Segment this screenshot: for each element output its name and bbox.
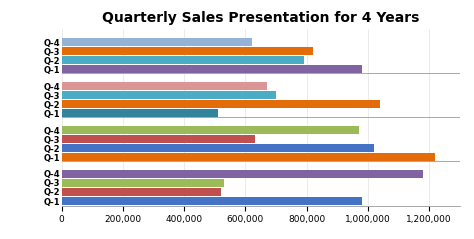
Bar (62, 82, 267, 90)
Bar (62, 91, 276, 99)
Bar (62, 100, 380, 108)
Bar (62, 197, 362, 205)
Bar (62, 38, 252, 46)
Title: Quarterly Sales Presentation for 4 Years: Quarterly Sales Presentation for 4 Years (102, 11, 419, 25)
Bar (62, 56, 303, 64)
Bar (62, 135, 255, 143)
Bar (62, 153, 435, 161)
Bar (62, 109, 218, 117)
Text: 2016: 2016 (0, 87, 2, 112)
Text: 2014: 2014 (0, 175, 2, 200)
Bar (62, 126, 359, 134)
Text: 2015: 2015 (0, 131, 2, 156)
Bar (62, 65, 362, 73)
Bar (62, 170, 423, 178)
Bar (62, 179, 224, 187)
Bar (62, 188, 221, 196)
Bar (62, 144, 374, 152)
Bar (62, 47, 313, 55)
Text: 2017: 2017 (0, 43, 2, 68)
